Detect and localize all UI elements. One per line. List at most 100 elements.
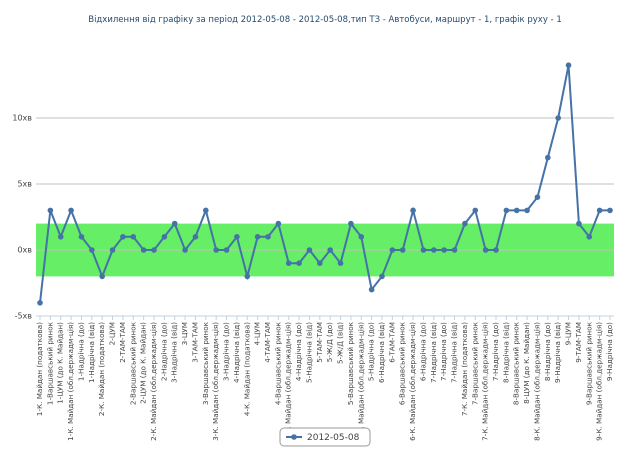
- x-tick-label: 5-Надрічна (до): [367, 322, 376, 381]
- chart-title: Відхилення від графіку за період 2012-05…: [88, 15, 562, 25]
- data-point: [140, 247, 147, 253]
- data-point: [37, 300, 43, 306]
- x-tick-label: 4-Варшавський ринок: [273, 321, 282, 405]
- y-tick-label: 0хв: [17, 246, 32, 255]
- x-tick-label: 8-ЦУМ (до К. Майдан): [522, 322, 531, 404]
- x-tick-label: 1-К. Майдан (обл.держадм-ція): [66, 322, 75, 441]
- x-tick-label: 3-К. Майдан (обл.держадм-ція): [211, 322, 220, 441]
- x-tick-label: 8-Надрічна (до): [543, 322, 552, 381]
- x-tick-label: 5-ТАМ-ТАМ: [315, 322, 324, 363]
- data-point: [244, 273, 251, 280]
- x-tick-label: 3-Варшавський ринок: [201, 321, 210, 405]
- data-point: [493, 247, 499, 253]
- data-point: [596, 207, 603, 214]
- data-point: [503, 207, 510, 214]
- data-point: [47, 207, 54, 214]
- y-tick-label: 5хв: [17, 180, 32, 189]
- data-point: [254, 234, 261, 240]
- x-tick-label: 2-Варшавський ринок: [128, 321, 137, 405]
- data-point: [379, 273, 385, 280]
- y-tick-label: 10хв: [12, 114, 32, 123]
- data-point: [275, 220, 282, 227]
- x-tick-label: 7-Надрічна (до): [491, 322, 500, 381]
- data-point: [399, 247, 406, 253]
- x-tick-label: 9-Варшавський ринок: [584, 321, 593, 405]
- data-point: [555, 115, 561, 121]
- x-tick-label: 5-К. Майдан (обл.держадм-ція): [356, 322, 365, 441]
- x-tick-label: 3-ЦУМ: [180, 322, 189, 345]
- data-point: [161, 234, 168, 240]
- x-tick-label: 5-Надрічна (від): [304, 322, 313, 383]
- legend-box: [279, 427, 371, 447]
- x-tick-label: 8-Надрічна (від): [501, 322, 510, 383]
- data-point: [317, 260, 323, 267]
- x-tick-label: 4-Надрічна (до): [294, 322, 303, 381]
- data-point: [327, 247, 333, 253]
- data-point: [576, 220, 582, 227]
- data-point: [389, 247, 396, 253]
- data-point: [482, 247, 489, 253]
- x-tick-label: 8-Варшавський ринок: [512, 321, 521, 405]
- data-point: [306, 247, 313, 253]
- x-tick-label: 7-Варшавський ринок: [470, 321, 479, 405]
- x-tick-label: 7-К. Майдан (податкова): [460, 322, 469, 416]
- data-point: [348, 220, 354, 227]
- data-point: [151, 247, 157, 253]
- x-tick-label: 7-Надрічна (від): [429, 322, 438, 383]
- x-tick-label: 7-Надрічна (від): [450, 322, 459, 383]
- data-point: [368, 286, 375, 293]
- x-tick-label: 2-К. Майдан (податкова): [97, 322, 106, 416]
- data-point: [420, 247, 427, 253]
- x-tick-label: 4-ТАМ-ТАМ: [263, 322, 272, 363]
- x-tick-label: 2-К. Майдан (обл.держадм-ція): [149, 322, 158, 441]
- data-point: [234, 234, 240, 240]
- x-tick-label: 9-ТАМ-ТАМ: [574, 322, 583, 363]
- x-tick-label: 4-К. Майдан (обл.держадм-ція): [284, 322, 293, 441]
- x-tick-label: 6-Варшавський ринок: [398, 321, 407, 405]
- x-tick-label: 2-Надрічна (до): [159, 322, 168, 381]
- x-tick-label: 2-ТАМ-ТАМ: [118, 322, 127, 363]
- x-tick-label: 1-ЦУМ (до К. Майдан): [56, 322, 65, 404]
- x-tick-label: 7-К. Майдан (обл.держадм-ція): [481, 322, 490, 441]
- x-tick-label: 1-Надрічна (від): [87, 322, 96, 383]
- data-point: [337, 260, 344, 267]
- x-tick-label: 5-Варшавський ринок: [346, 321, 355, 405]
- x-tick-label: 2-ЦУМ: [108, 322, 117, 345]
- data-point: [451, 247, 458, 253]
- x-tick-label: 9-К. Майдан (обл.держадм-ція): [595, 322, 604, 441]
- data-point: [285, 260, 292, 267]
- data-point: [545, 154, 551, 161]
- data-point: [109, 247, 116, 253]
- data-point: [265, 234, 271, 240]
- x-tick-label: 7-Надрічна (до): [439, 322, 448, 381]
- data-point: [223, 247, 230, 253]
- x-tick-label: 5-Ж/Д (від): [336, 322, 345, 364]
- data-point: [607, 207, 613, 214]
- data-point: [78, 234, 85, 240]
- data-point: [472, 207, 479, 214]
- data-point: [192, 234, 199, 240]
- x-tick-label: 5-Ж/Д (до): [325, 322, 334, 362]
- x-tick-label: 4-Надрічна (від): [232, 322, 241, 383]
- x-tick-label: 9-Надрічна (від): [553, 322, 562, 383]
- x-tick-label: 4-К. Майдан (податкова): [242, 322, 251, 416]
- data-point: [182, 247, 188, 253]
- data-point: [171, 220, 178, 227]
- x-tick-label: 6-ТАМ-ТАМ: [387, 322, 396, 363]
- data-point: [441, 247, 447, 253]
- x-tick-label: 3-ТАМ-ТАМ: [190, 322, 199, 363]
- x-tick-label: 1-Варшавський ринок: [45, 321, 54, 405]
- data-point: [565, 62, 572, 68]
- x-tick-label: 6-К. Майдан (обл.держадм-ція): [408, 322, 417, 441]
- data-point: [586, 234, 593, 240]
- data-point: [524, 207, 530, 214]
- data-point: [203, 207, 209, 214]
- x-tick-label: 1-К. Майдан (податкова): [35, 322, 44, 416]
- x-tick-label: 4-ЦУМ: [253, 322, 262, 345]
- data-point: [534, 194, 541, 200]
- x-tick-label: 1-Надрічна (до): [76, 322, 85, 381]
- legend-label: 2012-05-08: [307, 433, 360, 443]
- x-tick-label: 3-Надрічна (до): [222, 322, 231, 381]
- data-point: [431, 247, 437, 253]
